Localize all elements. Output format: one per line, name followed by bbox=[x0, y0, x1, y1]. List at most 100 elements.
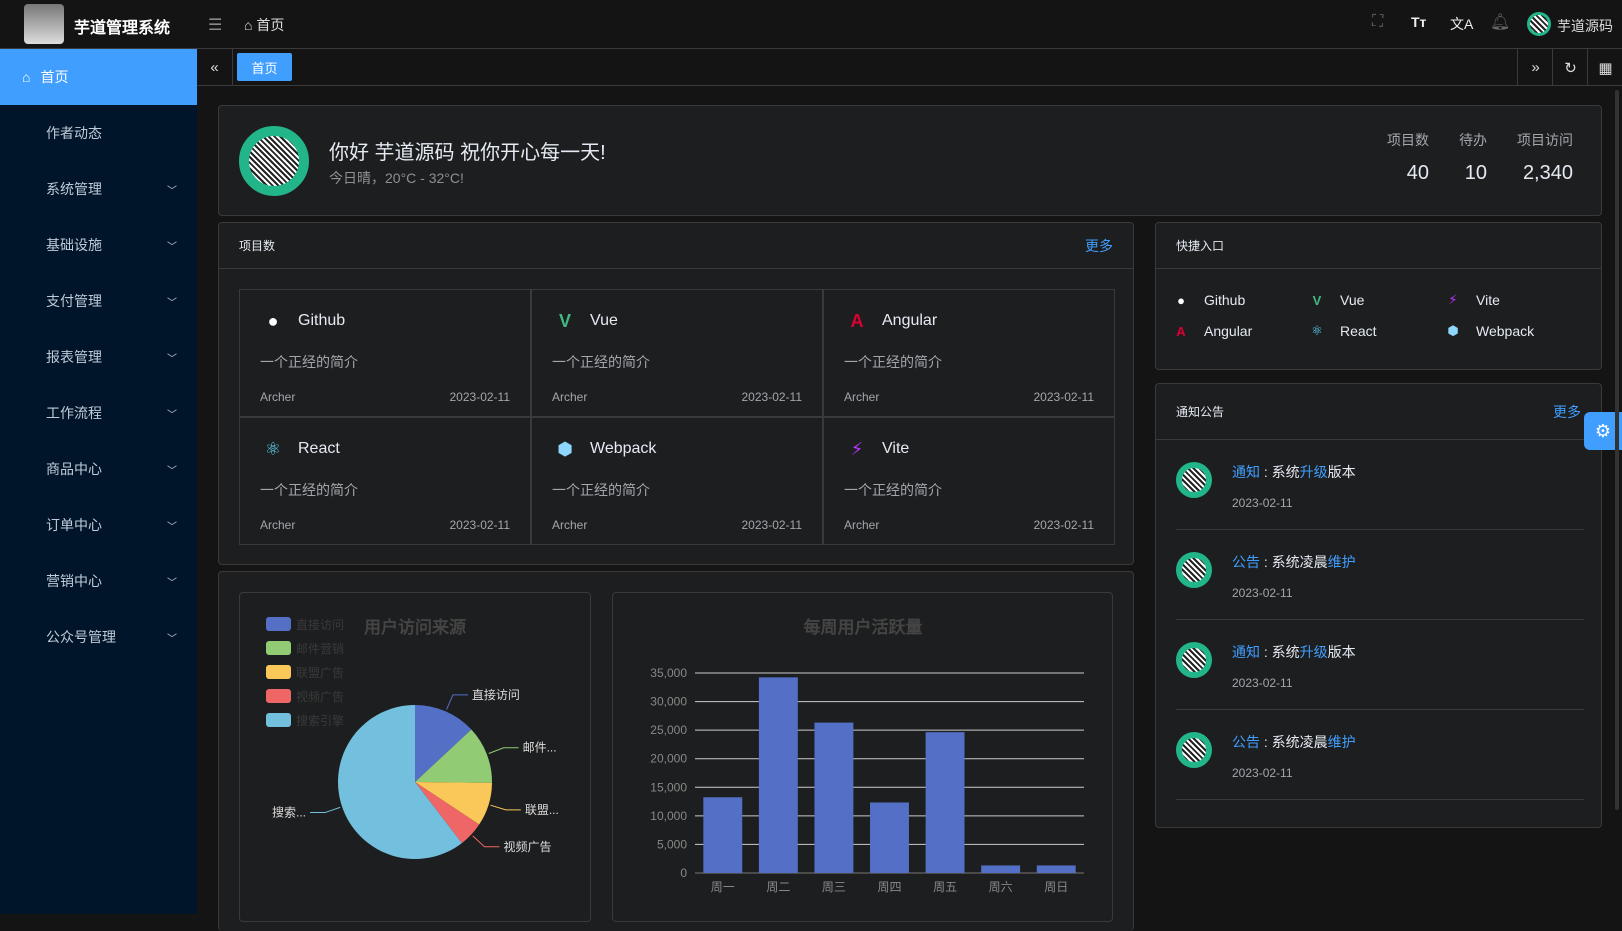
x-tick-label: 周五 bbox=[933, 880, 957, 894]
shortcut-item[interactable]: V Vue bbox=[1308, 291, 1365, 309]
project-desc: 一个正经的简介 bbox=[844, 482, 942, 498]
user-avatar[interactable] bbox=[1527, 12, 1551, 36]
pie-slice[interactable] bbox=[415, 705, 472, 782]
scroll-left-icon[interactable]: « bbox=[197, 49, 233, 86]
notice-body: 通知 : 系统升级版本 2023-02-11 bbox=[1232, 462, 1356, 529]
project-card[interactable]: ⬢ Webpack 一个正经的简介 Archer 2023-02-11 bbox=[531, 417, 823, 545]
sidebar-item-label: 报表管理 bbox=[46, 349, 102, 365]
project-date: 2023-02-11 bbox=[741, 518, 803, 532]
sidebar-item[interactable]: 基础设施 ﹀ bbox=[0, 217, 197, 273]
pie-slice[interactable] bbox=[415, 782, 492, 825]
legend-swatch[interactable] bbox=[266, 641, 291, 655]
project-title-row: V Vue bbox=[552, 308, 802, 334]
notice-item[interactable]: 通知 : 系统升级版本 2023-02-11 bbox=[1176, 620, 1584, 710]
sidebar-item-label: 首页 bbox=[40, 69, 69, 85]
notice-text-pre: 系统凌晨 bbox=[1271, 554, 1328, 570]
project-card[interactable]: ⚡ Vite 一个正经的简介 Archer 2023-02-11 bbox=[823, 417, 1115, 545]
pie-slice[interactable] bbox=[337, 705, 462, 859]
legend-swatch[interactable] bbox=[266, 665, 291, 679]
bar-chart-panel: 每周用户活跃量 0 5,000 10,000 15,000 20,000 25,000 30,… bbox=[612, 592, 1113, 922]
sidebar-item[interactable]: 作者动态 bbox=[0, 105, 197, 161]
avatar bbox=[239, 126, 309, 196]
project-card[interactable]: ⚛ React 一个正经的简介 Archer 2023-02-11 bbox=[239, 417, 531, 545]
notice-item[interactable]: 公告 : 系统凌晨维护 2023-02-11 bbox=[1176, 710, 1584, 800]
notice-separator: : bbox=[1260, 554, 1272, 570]
tab-home[interactable]: 首页 bbox=[237, 53, 292, 81]
legend-swatch[interactable] bbox=[266, 713, 291, 727]
chevron-down-icon: ﹀ bbox=[167, 241, 177, 253]
pie-slice[interactable] bbox=[415, 729, 492, 783]
bar[interactable] bbox=[1036, 865, 1076, 873]
bar[interactable] bbox=[870, 802, 909, 873]
legend-label[interactable]: 搜索引擎 bbox=[296, 713, 344, 728]
notice-text-pre: 系统凌晨 bbox=[1271, 734, 1328, 750]
legend-label[interactable]: 联盟广告 bbox=[296, 666, 344, 680]
sidebar-item[interactable]: 公众号管理 ﹀ bbox=[0, 609, 197, 665]
translate-icon[interactable]: 文A bbox=[1450, 16, 1474, 32]
refresh-icon[interactable]: ↻ bbox=[1552, 49, 1588, 86]
sidebar-item[interactable]: ⌂ 首页 bbox=[0, 49, 197, 105]
project-title-row: ● Github bbox=[260, 308, 510, 334]
pie-label: 联盟... bbox=[525, 803, 559, 817]
scroll-right-icon[interactable]: » bbox=[1517, 49, 1553, 86]
notice-item[interactable]: 通知 : 系统升级版本 2023-02-11 bbox=[1176, 440, 1584, 530]
scrollbar[interactable] bbox=[1615, 90, 1619, 810]
chevron-down-icon: ﹀ bbox=[167, 465, 177, 477]
pie-slice[interactable] bbox=[415, 782, 480, 844]
shortcut-item[interactable]: A Angular bbox=[1172, 322, 1252, 340]
grid-menu-icon[interactable]: ▦ bbox=[1587, 49, 1622, 86]
project-name: Github bbox=[298, 312, 346, 329]
bell-icon[interactable]: 🔔︎ bbox=[1490, 14, 1511, 31]
project-card[interactable]: ● Github 一个正经的简介 Archer 2023-02-11 bbox=[239, 289, 531, 417]
angular-icon: A bbox=[850, 310, 864, 331]
shortcut-item[interactable]: ● Github bbox=[1172, 291, 1245, 309]
project-name: React bbox=[298, 440, 340, 457]
legend-swatch[interactable] bbox=[266, 617, 291, 631]
projects-more-link[interactable]: 更多 bbox=[1085, 237, 1113, 254]
notice-item[interactable]: 公告 : 系统凌晨维护 2023-02-11 bbox=[1176, 530, 1584, 620]
fullscreen-icon[interactable]: ⛶ bbox=[1372, 13, 1384, 30]
pie-label: 搜索... bbox=[272, 805, 306, 820]
shortcuts-title: 快捷入口 bbox=[1176, 239, 1225, 253]
stat-value: 40 bbox=[1406, 162, 1429, 184]
user-name[interactable]: 芋道源码 bbox=[1557, 18, 1613, 34]
sidebar-item[interactable]: 报表管理 ﹀ bbox=[0, 329, 197, 385]
sidebar-item[interactable]: 订单中心 ﹀ bbox=[0, 497, 197, 553]
breadcrumb[interactable]: ⌂ 首页 bbox=[244, 15, 284, 35]
project-date: 2023-02-11 bbox=[1033, 518, 1095, 532]
project-name: Webpack bbox=[590, 440, 657, 457]
y-tick-label: 5,000 bbox=[657, 837, 687, 851]
shortcut-item[interactable]: ⚛ React bbox=[1308, 322, 1376, 340]
bar[interactable] bbox=[814, 722, 854, 873]
sidebar-item[interactable]: 支付管理 ﹀ bbox=[0, 273, 197, 329]
webpack-icon: ⬢ bbox=[1447, 323, 1459, 338]
legend-label[interactable]: 视频广告 bbox=[296, 689, 344, 704]
project-card[interactable]: A Angular 一个正经的简介 Archer 2023-02-11 bbox=[823, 289, 1115, 417]
legend-label[interactable]: 邮件营销 bbox=[296, 642, 344, 656]
project-footer: Archer 2023-02-11 bbox=[844, 390, 1094, 404]
shortcut-item[interactable]: ⚡ Vite bbox=[1444, 291, 1499, 309]
bar[interactable] bbox=[758, 677, 798, 873]
bar[interactable] bbox=[925, 732, 965, 873]
sidebar-item-label: 系统管理 bbox=[46, 181, 102, 197]
chevron-down-icon: ﹀ bbox=[167, 577, 177, 589]
notice-highlight: 升级 bbox=[1299, 644, 1328, 660]
bar[interactable] bbox=[981, 865, 1021, 873]
bar[interactable] bbox=[703, 797, 743, 873]
notices-more-link[interactable]: 更多 bbox=[1553, 403, 1581, 420]
sidebar: ⌂ 首页 作者动态 系统管理 ﹀ 基础设施 ﹀ 支付管理 ﹀ 报表管理 ﹀ 工作流程 ﹀ 商品中心 ﹀ 订单中… bbox=[0, 49, 197, 914]
sidebar-item[interactable]: 工作流程 ﹀ bbox=[0, 385, 197, 441]
project-desc: 一个正经的简介 bbox=[260, 354, 358, 370]
shortcut-item[interactable]: ⬢ Webpack bbox=[1444, 322, 1534, 340]
font-size-icon[interactable]: Tт bbox=[1411, 14, 1427, 30]
legend-swatch[interactable] bbox=[266, 689, 291, 703]
project-card[interactable]: V Vue 一个正经的简介 Archer 2023-02-11 bbox=[531, 289, 823, 417]
sidebar-item[interactable]: 商品中心 ﹀ bbox=[0, 441, 197, 497]
pie-label-line bbox=[472, 835, 500, 848]
legend-label[interactable]: 直接访问 bbox=[296, 617, 344, 632]
sidebar-item-label: 基础设施 bbox=[46, 237, 102, 253]
menu-collapse-icon[interactable]: ☰ bbox=[208, 17, 223, 34]
notice-text-pre: 系统 bbox=[1271, 644, 1300, 660]
sidebar-item[interactable]: 营销中心 ﹀ bbox=[0, 553, 197, 609]
sidebar-item[interactable]: 系统管理 ﹀ bbox=[0, 161, 197, 217]
